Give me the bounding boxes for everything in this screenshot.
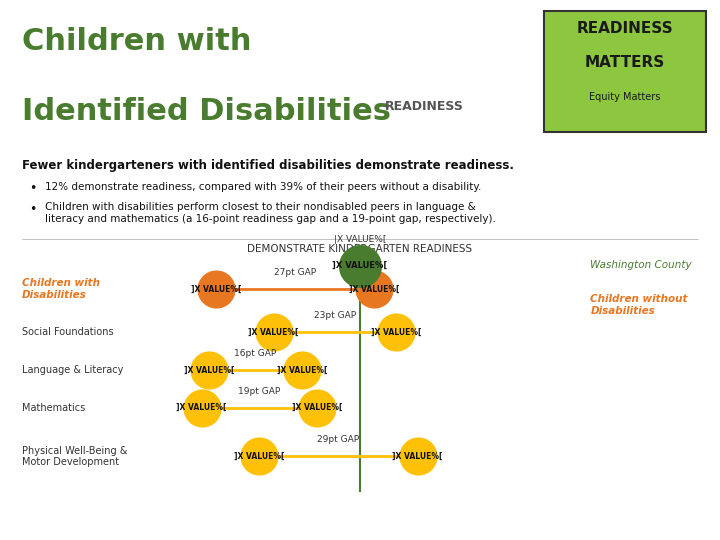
Point xyxy=(369,285,380,293)
Text: |X VALUE%[: |X VALUE%[ xyxy=(334,235,386,244)
Text: MATTERS: MATTERS xyxy=(585,55,665,70)
Text: Equity Matters: Equity Matters xyxy=(589,92,660,102)
Point xyxy=(210,285,222,293)
Point xyxy=(311,403,323,412)
Text: ]X VALUE%[: ]X VALUE%[ xyxy=(333,261,387,270)
Text: 16pt GAP: 16pt GAP xyxy=(235,349,276,358)
Point xyxy=(390,328,402,336)
Text: Washington County: Washington County xyxy=(590,260,692,269)
Text: ]X VALUE%[: ]X VALUE%[ xyxy=(184,366,234,374)
Text: READINESS: READINESS xyxy=(385,100,464,113)
FancyBboxPatch shape xyxy=(544,11,706,132)
Text: ]X VALUE%[: ]X VALUE%[ xyxy=(371,328,421,336)
Text: ]X VALUE%[: ]X VALUE%[ xyxy=(277,366,328,374)
Text: ]X VALUE%[: ]X VALUE%[ xyxy=(292,403,342,412)
Point xyxy=(354,261,366,270)
Point xyxy=(203,366,215,374)
Text: Identified Disabilities: Identified Disabilities xyxy=(22,97,391,126)
Point xyxy=(268,328,279,336)
Text: •: • xyxy=(29,202,36,215)
Text: ]X VALUE%[: ]X VALUE%[ xyxy=(349,285,400,293)
Text: 23pt GAP: 23pt GAP xyxy=(314,311,356,320)
Point xyxy=(196,403,207,412)
Text: DEMONSTRATE KINDERGARTEN READINESS: DEMONSTRATE KINDERGARTEN READINESS xyxy=(248,244,472,254)
Text: •: • xyxy=(29,182,36,195)
Text: Children with: Children with xyxy=(22,27,251,56)
Text: Children with
Disabilities: Children with Disabilities xyxy=(22,278,99,300)
Text: ]X VALUE%[: ]X VALUE%[ xyxy=(191,285,241,293)
Text: Mathematics: Mathematics xyxy=(22,403,85,413)
Text: Social Foundations: Social Foundations xyxy=(22,327,113,337)
Text: ]X VALUE%[: ]X VALUE%[ xyxy=(392,452,443,461)
Point xyxy=(253,452,265,461)
Text: Physical Well-Being &
Motor Development: Physical Well-Being & Motor Development xyxy=(22,446,127,467)
Text: 19pt GAP: 19pt GAP xyxy=(238,387,280,396)
Text: Fewer kindergarteners with identified disabilities demonstrate readiness.: Fewer kindergarteners with identified di… xyxy=(22,159,513,172)
Text: ]X VALUE%[: ]X VALUE%[ xyxy=(176,403,227,412)
Text: Language & Literacy: Language & Literacy xyxy=(22,365,123,375)
Text: Children without
Disabilities: Children without Disabilities xyxy=(590,294,688,316)
Point xyxy=(297,366,308,374)
Text: ]X VALUE%[: ]X VALUE%[ xyxy=(234,452,284,461)
Text: Children with disabilities perform closest to their nondisabled peers in languag: Children with disabilities perform close… xyxy=(45,202,495,224)
Text: 27pt GAP: 27pt GAP xyxy=(274,268,316,277)
Text: 29pt GAP: 29pt GAP xyxy=(318,435,359,444)
Text: 12% demonstrate readiness, compared with 39% of their peers without a disability: 12% demonstrate readiness, compared with… xyxy=(45,182,481,192)
Point xyxy=(412,452,423,461)
Text: ]X VALUE%[: ]X VALUE%[ xyxy=(248,328,299,336)
Text: READINESS: READINESS xyxy=(576,21,673,36)
